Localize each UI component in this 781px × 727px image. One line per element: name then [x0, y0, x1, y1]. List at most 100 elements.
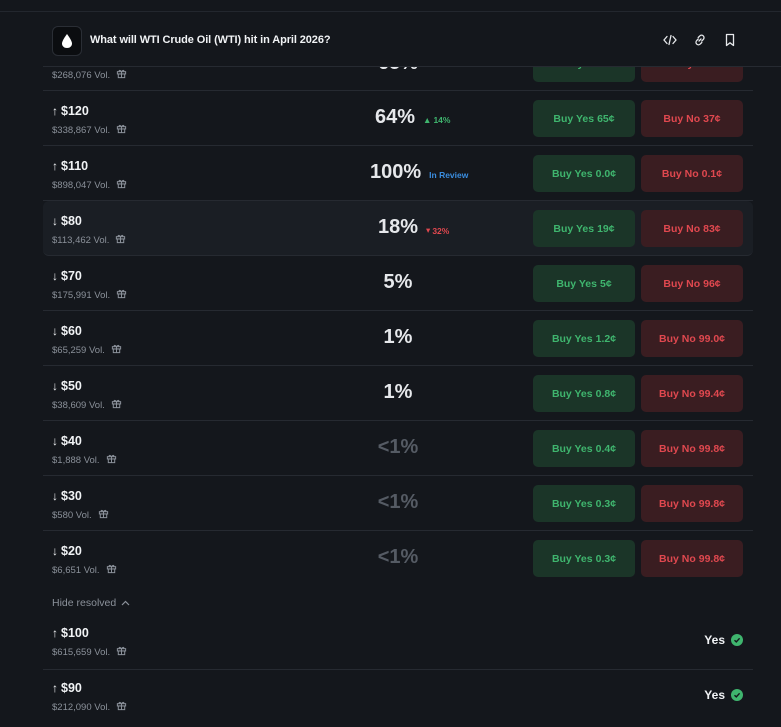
- volume: $175,991 Vol.: [52, 288, 127, 302]
- buy-yes-button[interactable]: Buy Yes 65¢: [533, 100, 635, 137]
- buy-no-button[interactable]: Buy No 99.0¢: [641, 320, 743, 357]
- market-row[interactable]: ↓ $30 $580 Vol. <1% Buy Yes 0.3¢ Buy No 99.…: [43, 476, 753, 531]
- buy-no-button[interactable]: Buy No 83¢: [641, 210, 743, 247]
- arrow-down-icon: ↓: [52, 489, 58, 503]
- probability: 100%: [370, 161, 422, 183]
- hide-resolved-toggle[interactable]: Hide resolved: [52, 597, 130, 609]
- volume: $38,609 Vol.: [52, 398, 122, 412]
- probability: 1%: [383, 381, 413, 403]
- market-row[interactable]: ↓ $70 $175,991 Vol. 5% Buy Yes 5¢ Buy No 96…: [43, 256, 753, 311]
- buy-yes-button[interactable]: Buy Yes 0.3¢: [533, 540, 635, 577]
- strike-label: ↓ $50: [52, 379, 82, 393]
- strike-label: ↓ $40: [52, 434, 82, 448]
- volume: $615,659 Vol.: [52, 645, 127, 659]
- buy-no-button[interactable]: Buy No 99.8¢: [641, 540, 743, 577]
- strike-label: ↑ $110: [52, 159, 89, 173]
- buy-yes-button[interactable]: Buy Yes 1.2¢: [533, 320, 635, 357]
- check-circle-icon: [731, 634, 743, 646]
- buy-yes-button[interactable]: Buy Yes 0.3¢: [533, 485, 635, 522]
- resolved-row[interactable]: ↑ $90 $212,090 Vol. Yes: [43, 670, 753, 725]
- triangle-up-icon: ▲: [423, 115, 432, 125]
- probability-group: 64% ▲ 14%: [375, 106, 450, 129]
- probability: 1%: [383, 326, 413, 348]
- buy-yes-button[interactable]: Buy Yes 0.4¢: [533, 430, 635, 467]
- volume: $338,867 Vol.: [52, 123, 127, 137]
- volume: $580 Vol.: [52, 508, 109, 522]
- embed-icon[interactable]: [662, 32, 678, 48]
- bookmark-icon[interactable]: [722, 32, 738, 48]
- arrow-up-icon: ↑: [52, 159, 58, 173]
- arrow-up-icon: ↑: [52, 681, 58, 695]
- volume: $65,259 Vol.: [52, 343, 122, 357]
- chevron-up-icon: [121, 597, 130, 609]
- volume: $113,462 Vol.: [52, 233, 126, 247]
- gift-icon[interactable]: [106, 563, 117, 577]
- oil-drop-logo-icon: [52, 26, 82, 56]
- volume: $212,090 Vol.: [52, 700, 127, 714]
- arrow-up-icon: ↑: [52, 104, 58, 118]
- link-icon[interactable]: [692, 32, 708, 48]
- change-up-badge: ▲ 14%: [423, 115, 451, 125]
- resolved-result: Yes: [704, 633, 743, 647]
- change-down-badge: ▾ 32%: [426, 225, 450, 236]
- arrow-down-icon: ↓: [52, 379, 58, 393]
- arrow-up-icon: ↑: [52, 626, 58, 640]
- check-circle-icon: [731, 689, 743, 701]
- volume: $1,888 Vol.: [52, 453, 117, 467]
- probability-group: 100% In Review: [370, 161, 468, 184]
- probability: <1%: [377, 436, 419, 458]
- buy-yes-button[interactable]: Buy Yes 0.8¢: [533, 375, 635, 412]
- market-row[interactable]: ↓ $80 $113,462 Vol. 18% ▾ 32% Buy Yes 19¢ B…: [43, 201, 753, 256]
- arrow-down-icon: ↓: [52, 214, 58, 228]
- gift-icon[interactable]: [116, 645, 127, 659]
- strike-label: ↑ $90: [52, 681, 82, 695]
- gift-icon[interactable]: [115, 233, 126, 247]
- strike-label: ↓ $60: [52, 324, 82, 338]
- market-row[interactable]: ↓ $50 $38,609 Vol. 1% Buy Yes 0.8¢ Buy No 9…: [43, 366, 753, 421]
- top-strip: [0, 0, 781, 12]
- volume: $6,651 Vol.: [52, 563, 117, 577]
- arrow-down-icon: ↓: [52, 434, 58, 448]
- market-row[interactable]: ↓ $40 $1,888 Vol. <1% Buy Yes 0.4¢ Buy No 9…: [43, 421, 753, 476]
- gift-icon[interactable]: [116, 68, 127, 82]
- market-row[interactable]: ↓ $60 $65,259 Vol. 1% Buy Yes 1.2¢ Buy No 9…: [43, 311, 753, 366]
- gift-icon[interactable]: [116, 178, 127, 192]
- gift-icon[interactable]: [116, 123, 127, 137]
- gift-icon[interactable]: [98, 508, 109, 522]
- probability: <1%: [377, 491, 419, 513]
- probability: <1%: [377, 546, 419, 568]
- arrow-down-icon: ↓: [52, 269, 58, 283]
- probability: 18%: [378, 216, 419, 238]
- strike-label: ↑ $120: [52, 104, 89, 118]
- buy-no-button[interactable]: Buy No 37¢: [641, 100, 743, 137]
- resolved-row[interactable]: ↑ $100 $615,659 Vol. Yes: [43, 615, 753, 670]
- gift-icon[interactable]: [116, 288, 127, 302]
- gift-icon[interactable]: [106, 453, 117, 467]
- gift-icon[interactable]: [111, 343, 122, 357]
- buy-yes-button[interactable]: Buy Yes 19¢: [533, 210, 635, 247]
- in-review-badge: In Review: [429, 170, 469, 180]
- buy-yes-button[interactable]: Buy Yes 5¢: [533, 265, 635, 302]
- buy-yes-button[interactable]: Buy Yes 0.0¢: [533, 155, 635, 192]
- strike-label: ↓ $20: [52, 544, 82, 558]
- gift-icon[interactable]: [111, 398, 122, 412]
- arrow-down-icon: ↓: [52, 324, 58, 338]
- strike-label: ↑ $100: [52, 626, 89, 640]
- volume: $898,047 Vol.: [52, 178, 127, 192]
- probability-group: 18% ▾ 32%: [378, 216, 449, 239]
- volume: $268,076 Vol.: [52, 68, 127, 82]
- buy-no-button[interactable]: Buy No 0.1¢: [641, 155, 743, 192]
- market-row[interactable]: ↑ $120 $338,867 Vol. 64% ▲ 14% Buy Yes 65¢ …: [43, 91, 753, 146]
- buy-no-button[interactable]: Buy No 96¢: [641, 265, 743, 302]
- buy-no-button[interactable]: Buy No 99.8¢: [641, 430, 743, 467]
- gift-icon[interactable]: [116, 700, 127, 714]
- market-row[interactable]: ↑ $110 $898,047 Vol. 100% In Review Buy Y…: [43, 146, 753, 201]
- market-row[interactable]: ↓ $20 $6,651 Vol. <1% Buy Yes 0.3¢ Buy No 9…: [43, 531, 753, 586]
- buy-no-button[interactable]: Buy No 99.8¢: [641, 485, 743, 522]
- resolved-result: Yes: [704, 688, 743, 702]
- arrow-down-icon: ↓: [52, 544, 58, 558]
- buy-no-button[interactable]: Buy No 99.4¢: [641, 375, 743, 412]
- probability: 5%: [383, 271, 413, 293]
- market-title: What will WTI Crude Oil (WTI) hit in Apr…: [90, 34, 331, 46]
- hide-resolved-label: Hide resolved: [52, 597, 117, 609]
